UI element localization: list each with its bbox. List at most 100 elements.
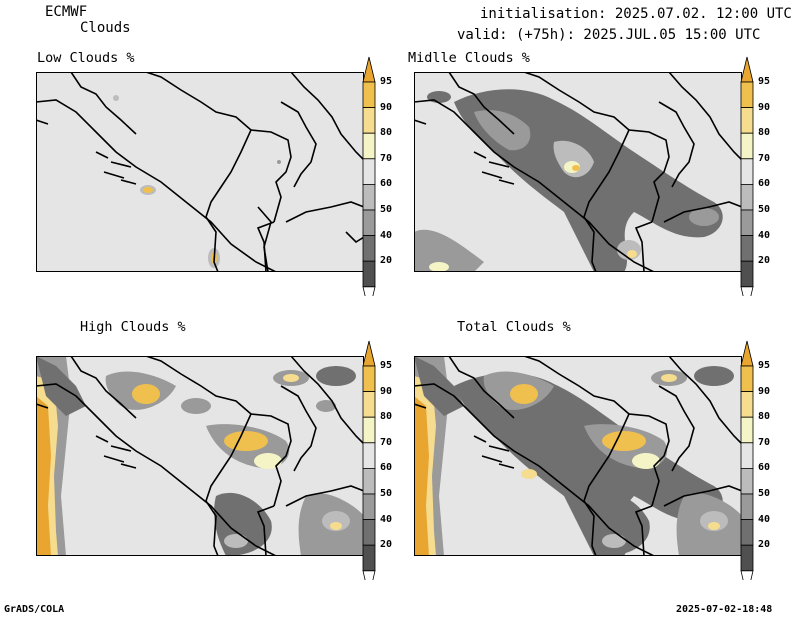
colorbar-tick-label: 40 xyxy=(758,513,771,525)
colorbar-swatches xyxy=(362,56,376,296)
colorbar-swatch xyxy=(362,209,376,237)
colorbar-swatch xyxy=(362,183,376,211)
footer-timestamp: 2025-07-02-18:48 xyxy=(676,604,773,615)
colorbar-swatch xyxy=(362,81,376,109)
colorbar-swatch xyxy=(740,570,754,580)
cloud-cover-total xyxy=(414,356,742,556)
colorbar-swatch xyxy=(362,519,376,546)
colorbar-tick-label: 40 xyxy=(380,229,393,241)
borders-total xyxy=(414,356,742,556)
colorbar-low: 95 90 80 70 60 50 40 20 xyxy=(362,56,412,296)
colorbar-swatch xyxy=(362,442,376,469)
colorbar-tick-label: 20 xyxy=(758,255,771,267)
colorbar-swatch xyxy=(362,132,376,160)
model-name: ECMWF xyxy=(45,4,88,20)
colorbar-swatch xyxy=(362,286,376,296)
colorbar-tick-label: 95 xyxy=(758,76,771,87)
colorbar-tick-label: 60 xyxy=(380,178,393,190)
colorbar-tick-label: 95 xyxy=(380,360,393,371)
colorbar-tick-label: 40 xyxy=(380,513,393,525)
borders-middle xyxy=(414,72,742,272)
colorbar-swatch xyxy=(740,235,754,262)
colorbar-swatch xyxy=(740,365,754,393)
panel-title-middle: Midlle Clouds % xyxy=(408,50,530,66)
colorbar-swatch xyxy=(362,260,376,288)
panel-title-high: High Clouds % xyxy=(80,319,186,335)
footer-software: GrADS/COLA xyxy=(4,604,65,615)
colorbar-total: 95 90 80 70 60 50 40 20 xyxy=(740,340,790,580)
colorbar-swatch xyxy=(740,107,754,134)
map-panel-middle-clouds xyxy=(414,72,742,286)
colorbar-tick-label: 60 xyxy=(380,462,393,474)
colorbar-tick-label: 50 xyxy=(380,204,393,215)
colorbar-swatch xyxy=(740,467,754,495)
map-panel-high-clouds xyxy=(36,356,364,570)
colorbar-swatch xyxy=(740,132,754,160)
product-name: Clouds xyxy=(80,20,131,36)
panel-title-total: Total Clouds % xyxy=(457,319,571,335)
colorbar-swatch xyxy=(740,391,754,418)
colorbar-swatch xyxy=(740,286,754,296)
colorbar-tick-label: 70 xyxy=(380,152,393,164)
colorbar-swatch xyxy=(362,391,376,418)
colorbar-tick-label: 90 xyxy=(380,101,393,113)
colorbar-swatch xyxy=(362,235,376,262)
borders-high xyxy=(36,356,364,556)
colorbar-tick-label: 40 xyxy=(758,229,771,241)
colorbar-tick-label: 20 xyxy=(380,539,393,551)
colorbar-swatch xyxy=(740,56,754,83)
colorbar-swatches xyxy=(740,340,754,580)
colorbar-swatch xyxy=(740,81,754,109)
colorbar-swatch xyxy=(740,340,754,367)
initialisation-time: initialisation: 2025.07.02. 12:00 UTC xyxy=(480,6,792,22)
colorbar-tick-label: 80 xyxy=(380,411,393,423)
colorbar-swatch xyxy=(362,365,376,393)
map-panel-total-clouds xyxy=(414,356,742,570)
colorbar-tick-label: 70 xyxy=(758,436,771,448)
colorbar-swatch xyxy=(740,158,754,185)
colorbar-tick-label: 50 xyxy=(758,204,771,215)
colorbar-swatch xyxy=(740,519,754,546)
colorbar-tick-label: 90 xyxy=(380,385,393,397)
panel-title-low: Low Clouds % xyxy=(37,50,135,66)
colorbar-swatch xyxy=(740,544,754,572)
colorbar-swatch xyxy=(362,56,376,83)
colorbar-tick-label: 70 xyxy=(380,436,393,448)
colorbar-swatch xyxy=(362,467,376,495)
valid-time: valid: (+75h): 2025.JUL.05 15:00 UTC xyxy=(457,27,761,43)
colorbar-tick-label: 20 xyxy=(380,255,393,267)
colorbar-swatch xyxy=(740,416,754,444)
colorbar-swatch xyxy=(362,416,376,444)
colorbar-swatch xyxy=(362,158,376,185)
colorbar-tick-label: 50 xyxy=(380,488,393,499)
colorbar-swatches xyxy=(362,340,376,580)
colorbar-swatch xyxy=(740,442,754,469)
colorbar-tick-label: 60 xyxy=(758,178,771,190)
colorbar-tick-label: 90 xyxy=(758,101,771,113)
colorbar-swatch xyxy=(362,544,376,572)
colorbar-swatch xyxy=(362,107,376,134)
colorbar-tick-label: 80 xyxy=(380,127,393,139)
map-panel-low-clouds xyxy=(36,72,364,286)
colorbar-tick-label: 20 xyxy=(758,539,771,551)
colorbar-swatch xyxy=(740,493,754,521)
colorbar-tick-label: 90 xyxy=(758,385,771,397)
colorbar-swatch xyxy=(740,183,754,211)
colorbar-swatch xyxy=(740,209,754,237)
colorbar-tick-label: 80 xyxy=(758,127,771,139)
colorbar-middle: 95 90 80 70 60 50 40 20 xyxy=(740,56,790,296)
borders-low xyxy=(36,72,364,272)
colorbar-tick-label: 95 xyxy=(758,360,771,371)
colorbar-swatch xyxy=(740,260,754,288)
colorbar-swatch xyxy=(362,493,376,521)
colorbar-tick-label: 60 xyxy=(758,462,771,474)
colorbar-tick-label: 70 xyxy=(758,152,771,164)
colorbar-swatch xyxy=(362,570,376,580)
colorbar-swatches xyxy=(740,56,754,296)
colorbar-tick-label: 50 xyxy=(758,488,771,499)
colorbar-swatch xyxy=(362,340,376,367)
colorbar-high: 95 90 80 70 60 50 40 20 xyxy=(362,340,412,580)
colorbar-tick-label: 95 xyxy=(380,76,393,87)
colorbar-tick-label: 80 xyxy=(758,411,771,423)
cloud-cover-high xyxy=(36,356,364,556)
